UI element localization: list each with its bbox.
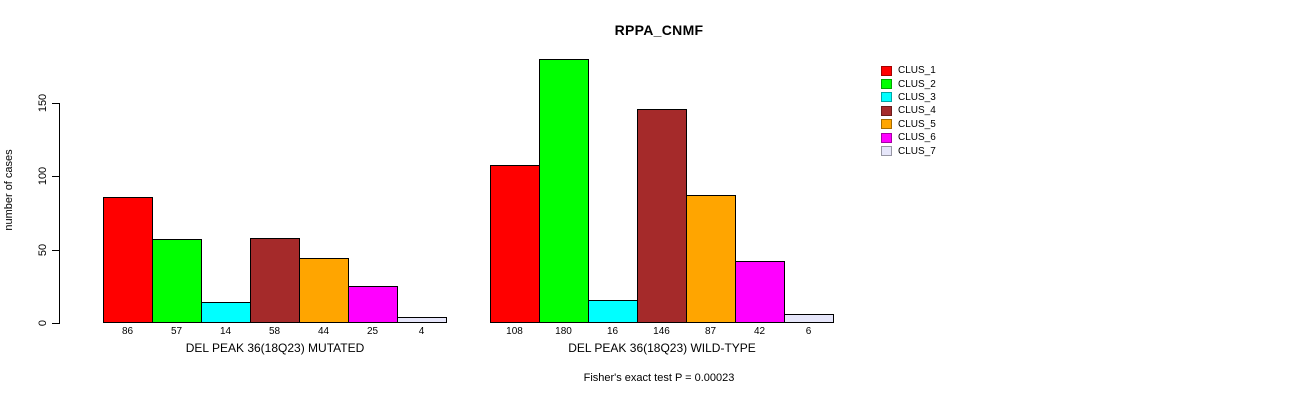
bar-clus_2 <box>539 59 589 323</box>
bar-clus_7 <box>784 314 834 323</box>
bar-clus_4 <box>637 108 687 323</box>
legend-swatch <box>881 65 892 76</box>
bar-value-label: 87 <box>704 326 717 337</box>
bar-clus_5 <box>686 195 736 323</box>
legend-label: CLUS_2 <box>898 78 936 90</box>
bar-value-label: 42 <box>753 326 766 337</box>
bar-clus_6 <box>735 261 785 323</box>
chart-title: RPPA_CNMF <box>614 22 704 38</box>
bar-clus_3 <box>588 299 638 323</box>
bar-value-label: 58 <box>268 326 281 337</box>
y-axis-tick <box>52 323 59 324</box>
bar-value-label: 57 <box>170 326 183 337</box>
bar-value-label: 146 <box>653 326 670 337</box>
legend: CLUS_1 CLUS_2 CLUS_3 CLUS_4 CLUS_5 CLUS_6 CLUS… <box>881 64 936 158</box>
legend-label: CLUS_3 <box>898 91 936 103</box>
legend-label: CLUS_4 <box>898 105 936 117</box>
legend-label: CLUS_6 <box>898 132 936 144</box>
y-axis-tick <box>52 103 59 104</box>
legend-swatch <box>881 92 892 103</box>
legend-swatch <box>881 105 892 116</box>
legend-swatch <box>881 146 892 157</box>
legend-item-clus_3: CLUS_3 <box>881 91 936 104</box>
legend-swatch <box>881 79 892 90</box>
legend-label: CLUS_5 <box>898 118 936 130</box>
bar-value-label: 6 <box>805 326 812 337</box>
bar-value-label: 16 <box>606 326 619 337</box>
x-group-label-wild-type: DEL PEAK 36(18Q23) WILD-TYPE <box>568 341 756 355</box>
bar-clus_3 <box>201 302 251 323</box>
y-axis-tick <box>52 249 59 251</box>
bar-clus_6 <box>348 286 398 323</box>
legend-item-clus_4: CLUS_4 <box>881 104 936 117</box>
bar-value-label: 108 <box>506 326 523 337</box>
bar-value-label: 4 <box>418 326 425 337</box>
legend-label: CLUS_1 <box>898 65 936 77</box>
legend-swatch <box>881 119 892 130</box>
y-axis-tick-label: 150 <box>37 93 49 113</box>
bar-clus_2 <box>152 239 202 323</box>
bar-value-label: 86 <box>121 326 134 337</box>
y-axis-label: number of cases <box>3 149 15 231</box>
y-axis-tick-label: 0 <box>37 319 49 327</box>
legend-item-clus_6: CLUS_6 <box>881 131 936 144</box>
legend-item-clus_2: CLUS_2 <box>881 77 936 90</box>
legend-swatch <box>881 132 892 143</box>
bar-clus_1 <box>490 164 540 323</box>
bar-clus_7 <box>397 317 447 323</box>
bar-value-label: 44 <box>317 326 330 337</box>
y-axis-tick-label: 100 <box>37 167 49 186</box>
y-axis-tick-label: 50 <box>37 243 49 256</box>
legend-item-clus_7: CLUS_7 <box>881 144 936 157</box>
fisher-test-footnote: Fisher's exact test P = 0.00023 <box>583 372 735 384</box>
bar-value-label: 25 <box>366 326 379 337</box>
bar-clus_5 <box>299 258 349 323</box>
legend-item-clus_5: CLUS_5 <box>881 118 936 131</box>
x-group-label-mutated: DEL PEAK 36(18Q23) MUTATED <box>185 341 365 355</box>
y-axis-tick <box>52 176 59 178</box>
legend-label: CLUS_7 <box>898 145 936 157</box>
bar-value-label: 14 <box>219 326 232 337</box>
legend-item-clus_1: CLUS_1 <box>881 64 936 77</box>
y-axis-line <box>59 103 60 324</box>
bar-value-label: 180 <box>555 326 572 337</box>
bar-clus_1 <box>103 196 153 323</box>
bar-clus_4 <box>250 237 300 323</box>
